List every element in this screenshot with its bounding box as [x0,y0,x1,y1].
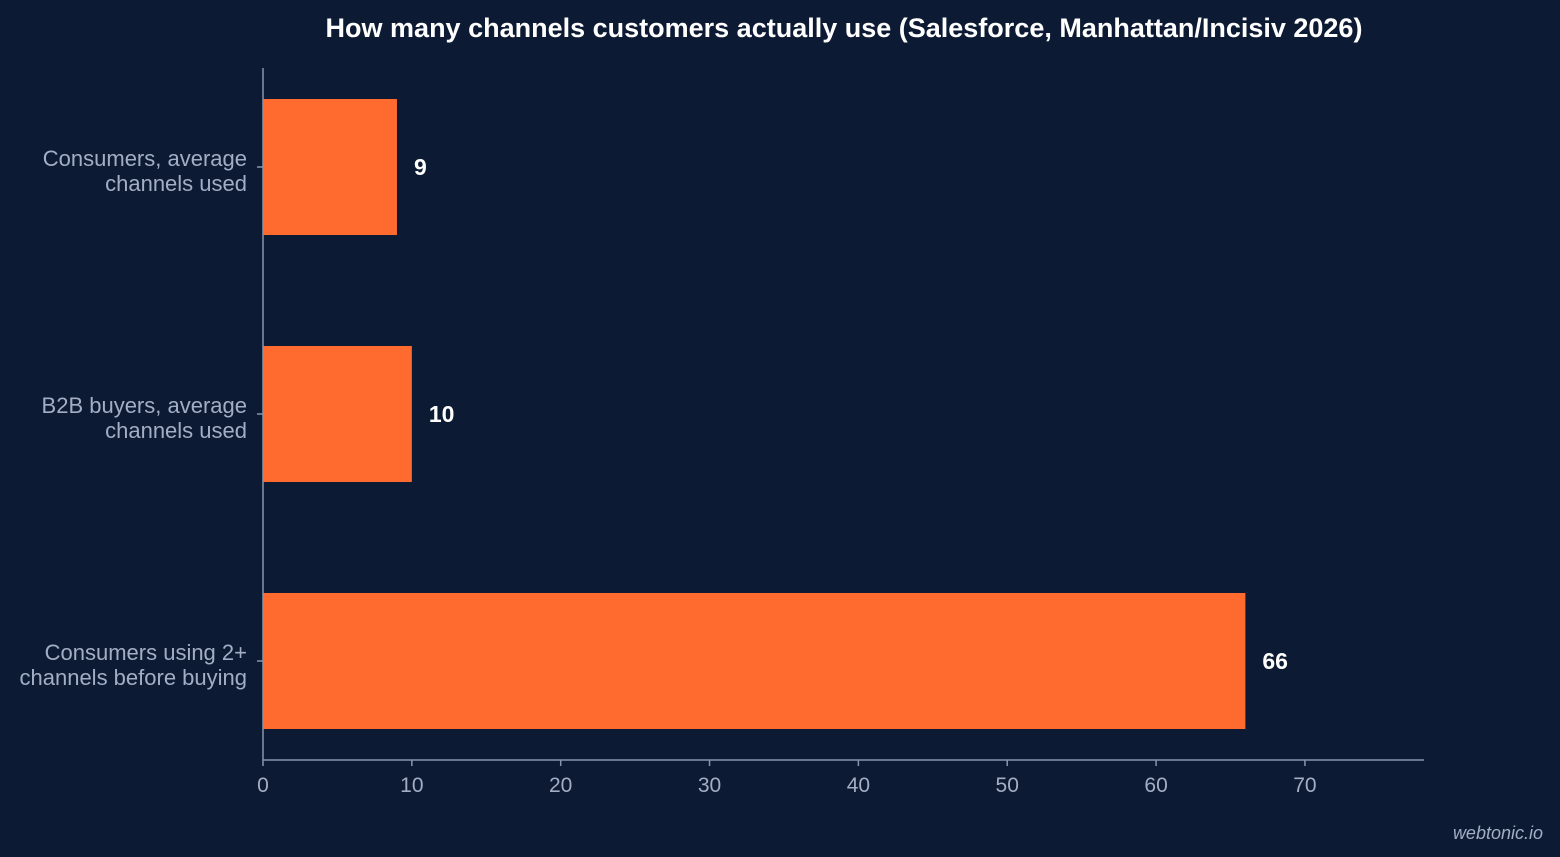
category-label: Consumers using 2+ channels before buying [20,640,248,690]
x-tick-label: 10 [400,774,423,797]
bar [263,346,412,482]
axes-layer: Consumers, average channels used B2B buyer… [20,68,1424,797]
category-label: B2B buyers, average channels used [42,393,247,443]
bars-layer: 9 10 66 [263,99,1288,729]
x-tick-label: 60 [1144,774,1167,797]
x-tick-label: 0 [257,774,269,797]
chart-title: How many channels customers actually use… [326,13,1363,43]
x-tick-label: 50 [996,774,1019,797]
watermark-text: webtonic.io [1453,823,1543,843]
x-tick-label: 20 [549,774,572,797]
x-tick-label: 40 [847,774,870,797]
x-tick-label: 30 [698,774,721,797]
value-label: 9 [414,154,427,180]
category-label: Consumers, average channels used [43,146,247,196]
bar [263,99,397,235]
value-label: 10 [429,401,455,427]
x-tick-label: 70 [1293,774,1316,797]
bar [263,593,1246,729]
value-label: 66 [1262,648,1288,674]
